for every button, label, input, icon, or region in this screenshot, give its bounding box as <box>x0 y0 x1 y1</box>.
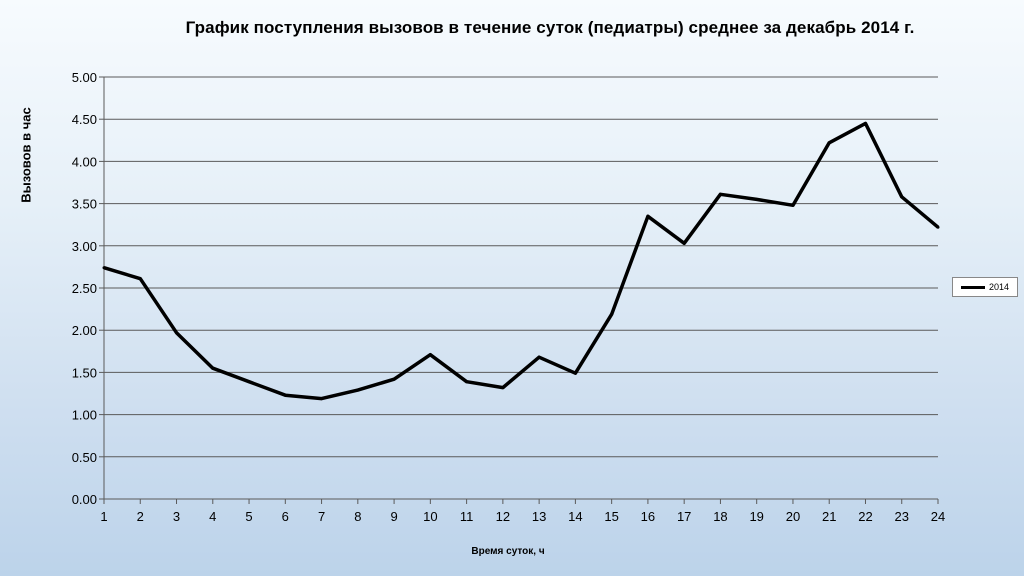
y-tick-label: 1.50 <box>72 365 97 380</box>
data-point <box>247 380 251 384</box>
y-tick-label: 0.50 <box>72 450 97 465</box>
x-tick-label: 1 <box>100 509 107 524</box>
data-point <box>537 355 541 359</box>
data-point <box>646 214 650 218</box>
x-tick-label: 4 <box>209 509 216 524</box>
x-tick-label: 7 <box>318 509 325 524</box>
x-tick-label: 22 <box>858 509 872 524</box>
y-tick-label: 1.00 <box>72 408 97 423</box>
legend-label: 2014 <box>989 282 1010 292</box>
y-tick-label: 2.00 <box>72 323 97 338</box>
legend: 2014 <box>952 277 1018 297</box>
y-tick-label: 5.00 <box>72 70 97 85</box>
x-tick-label: 8 <box>354 509 361 524</box>
axes <box>99 76 939 504</box>
y-tick-label: 0.00 <box>72 492 97 507</box>
y-tick-labels: 0.00 0.50 1.00 1.50 2.00 2.50 3.00 3.50 4.00 4.50… <box>72 70 97 507</box>
x-tick-label: 18 <box>713 509 727 524</box>
x-tick-label: 5 <box>245 509 252 524</box>
x-tick-label: 24 <box>931 509 945 524</box>
data-point <box>682 241 686 245</box>
data-point <box>138 277 142 281</box>
chart-title: График поступления вызовов в течение сут… <box>185 18 915 37</box>
x-tick-label: 3 <box>173 509 180 524</box>
x-tick-label: 13 <box>532 509 546 524</box>
data-point <box>863 121 867 125</box>
y-axis-label: Вызовов в час <box>18 107 34 203</box>
data-point <box>718 192 722 196</box>
y-tick-label: 4.00 <box>72 154 97 169</box>
data-point <box>900 195 904 199</box>
x-tick-label: 14 <box>568 509 582 524</box>
legend-swatch <box>961 285 985 289</box>
y-tick-label: 3.00 <box>72 239 97 254</box>
x-tick-label: 19 <box>749 509 763 524</box>
data-point <box>791 203 795 207</box>
data-point <box>428 353 432 357</box>
x-tick-label: 9 <box>390 509 397 524</box>
data-point <box>755 197 759 201</box>
x-tick-label: 11 <box>460 509 474 524</box>
data-point <box>827 141 831 145</box>
data-point <box>936 225 940 229</box>
data-point <box>392 377 396 381</box>
y-tick-label: 2.50 <box>72 281 97 296</box>
data-point <box>356 388 360 392</box>
y-tick-label: 3.50 <box>72 197 97 212</box>
x-tick-label: 15 <box>604 509 618 524</box>
x-tick-label: 6 <box>282 509 289 524</box>
x-tick-label: 17 <box>677 509 691 524</box>
y-tick-label: 4.50 <box>72 112 97 127</box>
data-point <box>211 366 215 370</box>
data-point <box>283 393 287 397</box>
x-tick-label: 23 <box>895 509 909 524</box>
series-lines <box>102 121 940 401</box>
data-point <box>501 386 505 390</box>
x-tick-label: 12 <box>496 509 510 524</box>
x-axis-label: Время суток, ч <box>471 546 545 557</box>
gridlines <box>104 76 938 458</box>
data-point <box>175 331 179 335</box>
data-point <box>465 380 469 384</box>
series-line-2014 <box>103 121 940 401</box>
x-tick-label: 10 <box>423 509 437 524</box>
data-point <box>320 397 324 401</box>
data-point <box>102 266 106 270</box>
data-point <box>573 371 577 375</box>
x-tick-labels: 1 2 3 4 5 6 7 8 9 10 11 12 13 14 15 16 17 18 19 20 21 22 23 24 <box>100 509 945 524</box>
x-tick-label: 16 <box>641 509 655 524</box>
x-tick-label: 21 <box>822 509 836 524</box>
x-tick-label: 2 <box>137 509 144 524</box>
data-point <box>610 312 614 316</box>
x-tick-label: 20 <box>786 509 800 524</box>
